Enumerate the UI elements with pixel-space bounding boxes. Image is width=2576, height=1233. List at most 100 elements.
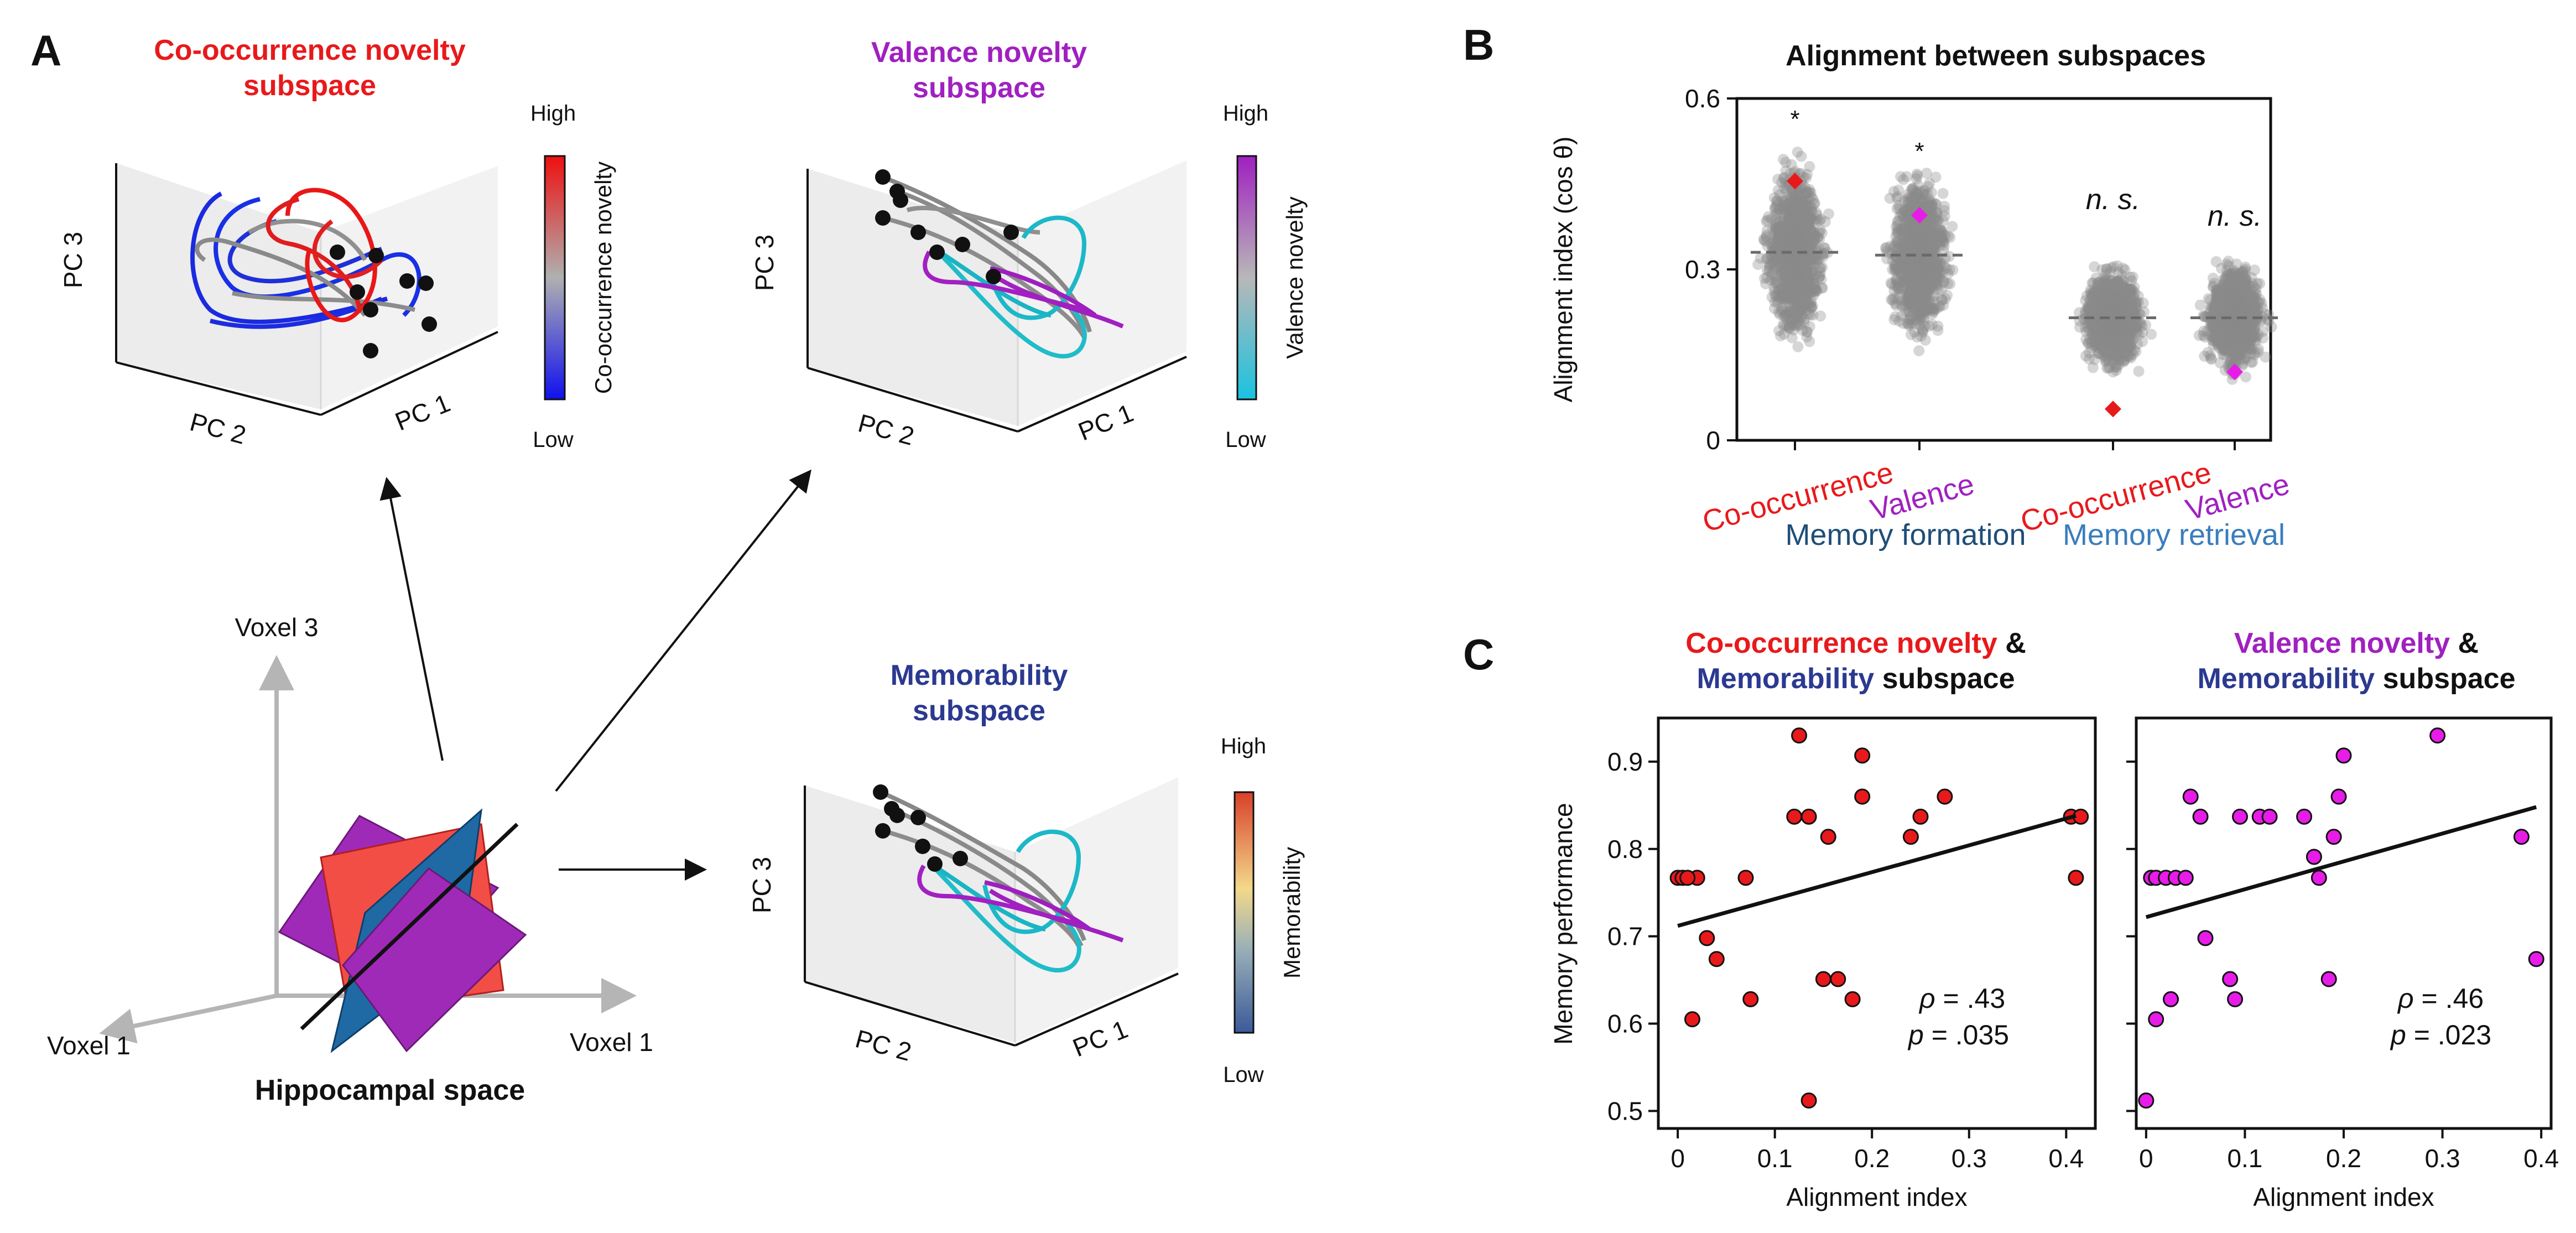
null-point	[1776, 241, 1787, 252]
data-point	[2429, 727, 2446, 744]
null-point	[1794, 211, 1805, 223]
null-point	[1791, 237, 1802, 249]
x-tick-label: 0.4	[2523, 1144, 2559, 1173]
null-point	[1801, 233, 1813, 245]
null-point	[1912, 275, 1924, 287]
null-point	[1790, 268, 1802, 279]
null-point	[1794, 312, 1806, 324]
left-title-amp: &	[1997, 627, 2026, 659]
data-point	[1912, 808, 1929, 825]
null-point	[1784, 212, 1796, 223]
null-point	[1759, 273, 1771, 284]
null-point	[1805, 246, 1817, 258]
null-point	[1789, 193, 1801, 205]
null-point	[1814, 262, 1825, 274]
null-point	[1791, 264, 1802, 275]
null-point	[1783, 211, 1795, 222]
x-tick-label: 0.2	[2326, 1144, 2361, 1173]
null-point	[1773, 325, 1785, 336]
null-point	[1797, 248, 1808, 260]
null-point	[1779, 272, 1791, 283]
null-point	[2237, 344, 2249, 356]
memorability-pc3-label: PC 3	[747, 857, 776, 913]
null-point	[1788, 273, 1800, 285]
null-point	[1788, 252, 1800, 263]
null-point	[1790, 262, 1802, 274]
null-point	[1792, 297, 1803, 309]
null-point	[1778, 268, 1790, 279]
null-point	[2110, 360, 2122, 371]
data-point	[2261, 808, 2278, 825]
null-point	[1801, 188, 1813, 199]
voxel3-label: Voxel 3	[235, 613, 319, 642]
null-point	[1773, 284, 1785, 295]
null-point	[1800, 188, 1812, 199]
null-point	[1772, 297, 1783, 309]
null-point	[1914, 193, 1926, 205]
null-point	[1796, 278, 1807, 289]
null-point	[1921, 168, 1932, 179]
null-point	[1791, 232, 1802, 243]
null-point	[1794, 263, 1806, 275]
null-point	[1808, 289, 1819, 301]
significance-label: *	[1790, 106, 1799, 133]
null-point	[1924, 194, 1935, 206]
null-point	[1778, 237, 1790, 249]
null-point	[1789, 246, 1801, 258]
null-point	[1791, 283, 1803, 295]
scatter-right-x-axis: 0 0.1 0.2 0.3 0.4	[2139, 1128, 2559, 1173]
null-point	[1772, 254, 1783, 266]
null-point	[1778, 183, 1790, 194]
null-point	[1797, 309, 1808, 320]
null-point	[1913, 345, 1925, 357]
chart-c-right-title-line2: Memorability subspace	[2197, 663, 2515, 695]
null-point	[1784, 238, 1796, 249]
data-point	[1737, 870, 1754, 886]
valence-trajectories	[884, 176, 1124, 358]
null-point	[1781, 313, 1793, 325]
null-point	[1769, 202, 1781, 214]
null-point	[1774, 258, 1786, 270]
null-point	[1800, 233, 1812, 245]
null-point	[1818, 242, 1830, 253]
null-point	[1793, 251, 1804, 263]
null-point	[2126, 337, 2137, 348]
null-point	[1786, 159, 1797, 170]
null-point	[1776, 284, 1788, 295]
null-point	[1789, 215, 1801, 226]
null-point	[1772, 222, 1784, 233]
null-point	[2135, 318, 2147, 329]
null-point	[1810, 269, 1822, 281]
null-point	[1817, 248, 1828, 260]
null-point	[1798, 218, 1809, 230]
data-point	[2320, 971, 2337, 987]
null-point	[1793, 190, 1805, 201]
null-point	[1780, 165, 1792, 176]
null-point	[2194, 299, 2206, 311]
null-point	[1770, 209, 1781, 221]
null-point	[1930, 303, 1942, 315]
null-point	[1777, 319, 1789, 330]
null-point	[1819, 216, 1831, 228]
data-point	[2138, 1092, 2155, 1109]
null-point	[1785, 275, 1797, 287]
null-point	[1794, 263, 1806, 275]
x-tick-label: 0.2	[1854, 1144, 1890, 1173]
null-point	[1794, 220, 1806, 232]
null-point	[1785, 202, 1797, 214]
null-point	[1793, 238, 1805, 250]
null-point	[1763, 265, 1775, 277]
null-point	[1817, 262, 1828, 273]
null-point	[1801, 202, 1813, 214]
null-point	[1787, 224, 1799, 236]
null-point	[1907, 301, 1918, 313]
data-point	[2192, 808, 2209, 825]
null-point	[1779, 239, 1791, 251]
null-point	[1795, 266, 1807, 278]
data-point	[1679, 870, 1696, 886]
null-point	[1793, 306, 1805, 318]
cooccurrence-subspace-plot: Co-occurrence novelty subspace	[59, 34, 616, 452]
null-point	[1937, 188, 1949, 199]
null-point	[1798, 230, 1809, 242]
null-point	[1800, 238, 1812, 249]
